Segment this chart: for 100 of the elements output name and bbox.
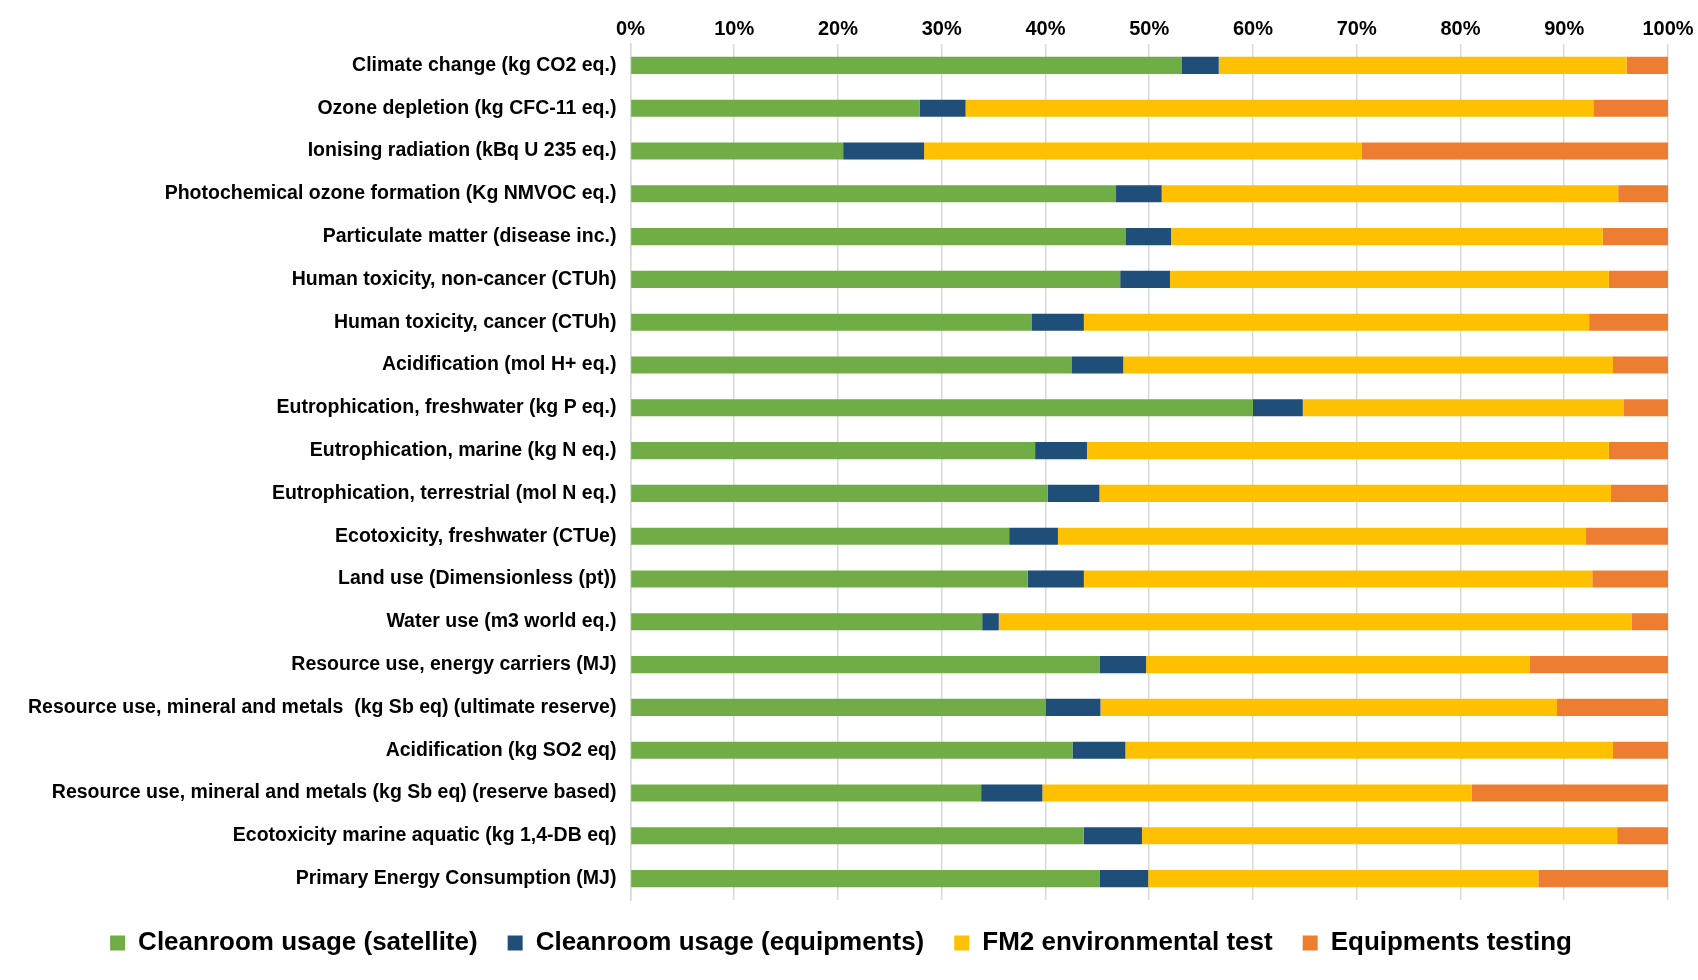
x-tick-label: 30%	[921, 16, 962, 39]
bar	[631, 185, 1117, 203]
bar	[965, 99, 1594, 117]
bar	[1617, 827, 1668, 845]
bar	[1608, 442, 1668, 460]
bar	[631, 870, 1100, 888]
y-tick-label: Acidification (kg SO2 eq)	[385, 737, 617, 760]
bar	[1538, 870, 1668, 888]
bar	[631, 613, 983, 631]
bar	[1125, 228, 1172, 246]
bar	[1618, 185, 1668, 203]
bar	[1120, 270, 1170, 288]
bar	[924, 142, 1362, 160]
bar	[1631, 613, 1668, 631]
bar	[982, 613, 999, 631]
y-tick-label: Resource use, mineral and metals (kg Sb eq) (reserve based)	[51, 780, 617, 803]
bar	[1071, 356, 1124, 374]
bar	[631, 313, 1032, 331]
bar	[1047, 484, 1100, 502]
y-tick-label: Eutrophication, terrestrial (mol N eq.)	[271, 480, 617, 503]
bar	[981, 784, 1043, 802]
x-tick-label: 100%	[1642, 16, 1694, 39]
bar	[1610, 484, 1668, 502]
y-tick-label: Particulate matter (disease inc.)	[322, 223, 617, 246]
bar	[1530, 656, 1668, 674]
bar	[1623, 399, 1668, 417]
bar	[1592, 570, 1668, 588]
bar	[1148, 870, 1539, 888]
x-tick-label: 80%	[1440, 16, 1481, 39]
y-tick-label: Acidification (mol H+ eq.)	[381, 352, 617, 375]
y-tick-label: Resource use, mineral and metals (kg Sb eq) (ultimate reserve)	[27, 694, 617, 717]
bar	[1035, 442, 1087, 460]
y-tick-label: Resource use, energy carriers (MJ)	[291, 651, 617, 674]
bar	[919, 99, 966, 117]
x-tick-label: 10%	[714, 16, 755, 39]
bar	[1031, 313, 1084, 331]
bar	[631, 484, 1048, 502]
bar	[631, 399, 1253, 417]
bar	[1116, 185, 1162, 203]
bar	[631, 656, 1100, 674]
bar	[1218, 56, 1627, 74]
y-tick-label: Human toxicity, non-cancer (CTUh)	[291, 266, 617, 289]
bar	[1072, 741, 1126, 759]
bar	[1083, 313, 1590, 331]
x-tick-label: 70%	[1336, 16, 1377, 39]
bar	[1099, 870, 1149, 888]
bar	[1099, 484, 1611, 502]
bar	[1171, 228, 1603, 246]
bar	[1613, 741, 1668, 759]
x-tick-label: 0%	[616, 16, 646, 39]
bar	[1589, 313, 1668, 331]
bar	[631, 827, 1084, 845]
bar	[1083, 570, 1593, 588]
bar	[1123, 356, 1614, 374]
bar	[631, 270, 1121, 288]
x-tick-label: 40%	[1025, 16, 1066, 39]
bar	[1302, 399, 1624, 417]
y-tick-label: Eutrophication, marine (kg N eq.)	[309, 437, 617, 460]
bar	[631, 142, 844, 160]
bar	[631, 527, 1010, 545]
bar	[631, 442, 1036, 460]
bar	[1593, 99, 1668, 117]
bar	[1181, 56, 1219, 74]
bar	[1602, 228, 1668, 246]
bar	[1556, 698, 1668, 716]
bar	[1586, 527, 1668, 545]
bar	[631, 228, 1126, 246]
y-tick-label: Ecotoxicity marine aquatic (kg 1,4-DB eq)	[232, 823, 617, 846]
bar	[1086, 442, 1609, 460]
legend-label: Cleanroom usage (equipments)	[535, 926, 925, 957]
bar	[1042, 784, 1472, 802]
y-tick-label: Ionising radiation (kBq U 235 eq.)	[307, 138, 617, 161]
bar	[1626, 56, 1668, 74]
y-tick-label: Water use (m3 world eq.)	[386, 609, 617, 632]
x-tick-label: 20%	[817, 16, 859, 39]
bar	[1027, 570, 1084, 588]
bar	[1125, 741, 1614, 759]
y-tick-label: Primary Energy Consumption (MJ)	[295, 865, 617, 888]
bar	[1613, 356, 1668, 374]
bar	[631, 698, 1046, 716]
bar	[631, 356, 1072, 374]
bar	[631, 570, 1028, 588]
bar	[1009, 527, 1058, 545]
x-tick-label: 60%	[1232, 16, 1274, 39]
bar	[1471, 784, 1668, 802]
y-tick-label: Ecotoxicity, freshwater (CTUe)	[335, 523, 617, 546]
x-tick-label: 50%	[1129, 16, 1170, 39]
y-tick-label: Land use (Dimensionless (pt))	[338, 566, 617, 589]
bar	[843, 142, 925, 160]
bar	[631, 99, 920, 117]
legend-label: Cleanroom usage (satellite)	[138, 926, 478, 957]
y-tick-label: Human toxicity, cancer (CTUh)	[334, 309, 617, 332]
bar	[1361, 142, 1668, 160]
bar	[1252, 399, 1303, 417]
legend-label: Equipments testing	[1330, 926, 1572, 957]
bar	[998, 613, 1632, 631]
x-tick-label: 90%	[1544, 16, 1585, 39]
bar	[1057, 527, 1587, 545]
bar	[1099, 656, 1147, 674]
bar	[1083, 827, 1142, 845]
